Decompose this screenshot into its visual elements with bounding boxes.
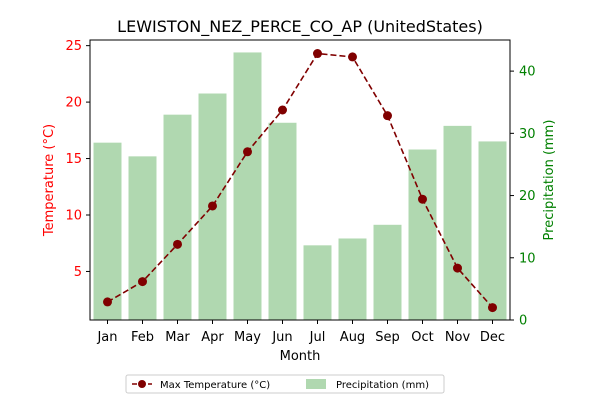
x-axis-ticks: Jan Feb Mar Apr May Jun Jul Aug Sep Oct Nov Dec: [96, 320, 505, 345]
x-tick-label-nov: Nov: [445, 330, 471, 345]
left-tick-label-10: 10: [65, 209, 82, 224]
precipitation-bar-may: [233, 52, 262, 320]
right-tick-label-0: 0: [519, 314, 527, 329]
left-tick-label-20: 20: [65, 96, 82, 111]
chart-title: LEWISTON_NEZ_PERCE_CO_AP (UnitedStates): [117, 17, 483, 37]
x-tick-label-apr: Apr: [201, 330, 224, 345]
left-axis-label: Temperature (°C): [42, 124, 57, 237]
right-axis-label: Precipitation (mm): [542, 120, 557, 241]
precipitation-bar-dec: [478, 141, 507, 320]
x-tick-label-may: May: [234, 330, 261, 345]
x-tick-label-aug: Aug: [340, 330, 365, 345]
left-tick-label-15: 15: [65, 152, 82, 167]
temperature-point-apr: [208, 201, 217, 211]
x-tick-label-mar: Mar: [165, 330, 190, 345]
precipitation-bar-aug: [338, 238, 367, 320]
temperature-point-nov: [453, 263, 462, 273]
precipitation-bar-feb: [128, 156, 157, 320]
temperature-point-jan: [103, 297, 112, 307]
precipitation-bar-nov: [443, 125, 472, 320]
temperature-point-jul: [313, 49, 322, 59]
right-tick-label-10: 10: [519, 251, 536, 266]
temperature-point-jun: [278, 105, 287, 115]
left-tick-label-25: 25: [65, 39, 82, 54]
left-axis-ticks: 5 10 15 20 25: [65, 39, 90, 280]
x-tick-label-jun: Jun: [271, 330, 292, 345]
temperature-line-path: [107, 52, 494, 309]
x-tick-label-feb: Feb: [131, 330, 154, 345]
legend-marker-swatch: [138, 380, 146, 388]
temperature-point-sep: [383, 111, 392, 121]
right-tick-label-40: 40: [519, 65, 536, 80]
right-tick-label-20: 20: [519, 189, 536, 204]
legend-bar-swatch: [306, 379, 326, 389]
precipitation-bar-jul: [303, 245, 332, 320]
right-axis-ticks: 0 10 20 30 40: [510, 65, 536, 329]
precipitation-bar-sep: [373, 224, 402, 320]
temperature-markers: [103, 49, 497, 313]
precipitation-bar-mar: [163, 114, 192, 321]
temperature-point-dec: [488, 303, 497, 313]
precipitation-bar-jun: [268, 122, 297, 320]
plot-frame: [89, 39, 511, 321]
temperature-point-mar: [173, 239, 182, 249]
legend: Max Temperature (°C) Precipitation (mm): [125, 374, 445, 394]
x-tick-label-sep: Sep: [375, 330, 400, 345]
precipitation-bar-jan: [93, 142, 122, 320]
x-tick-label-jan: Jan: [96, 330, 117, 345]
temperature-line: [107, 52, 494, 309]
left-tick-label-5: 5: [74, 265, 82, 280]
temperature-point-oct: [418, 194, 427, 204]
x-tick-label-oct: Oct: [411, 330, 433, 345]
temperature-point-may: [243, 147, 252, 157]
x-axis-label: Month: [280, 349, 321, 364]
right-tick-label-30: 30: [519, 127, 536, 142]
x-tick-label-dec: Dec: [480, 330, 505, 345]
temperature-point-aug: [348, 52, 357, 62]
legend-label-temperature: Max Temperature (°C): [160, 380, 270, 391]
x-tick-label-jul: Jul: [309, 330, 326, 345]
temperature-point-feb: [138, 277, 147, 287]
legend-box: [125, 374, 445, 394]
legend-label-precipitation: Precipitation (mm): [336, 380, 429, 391]
